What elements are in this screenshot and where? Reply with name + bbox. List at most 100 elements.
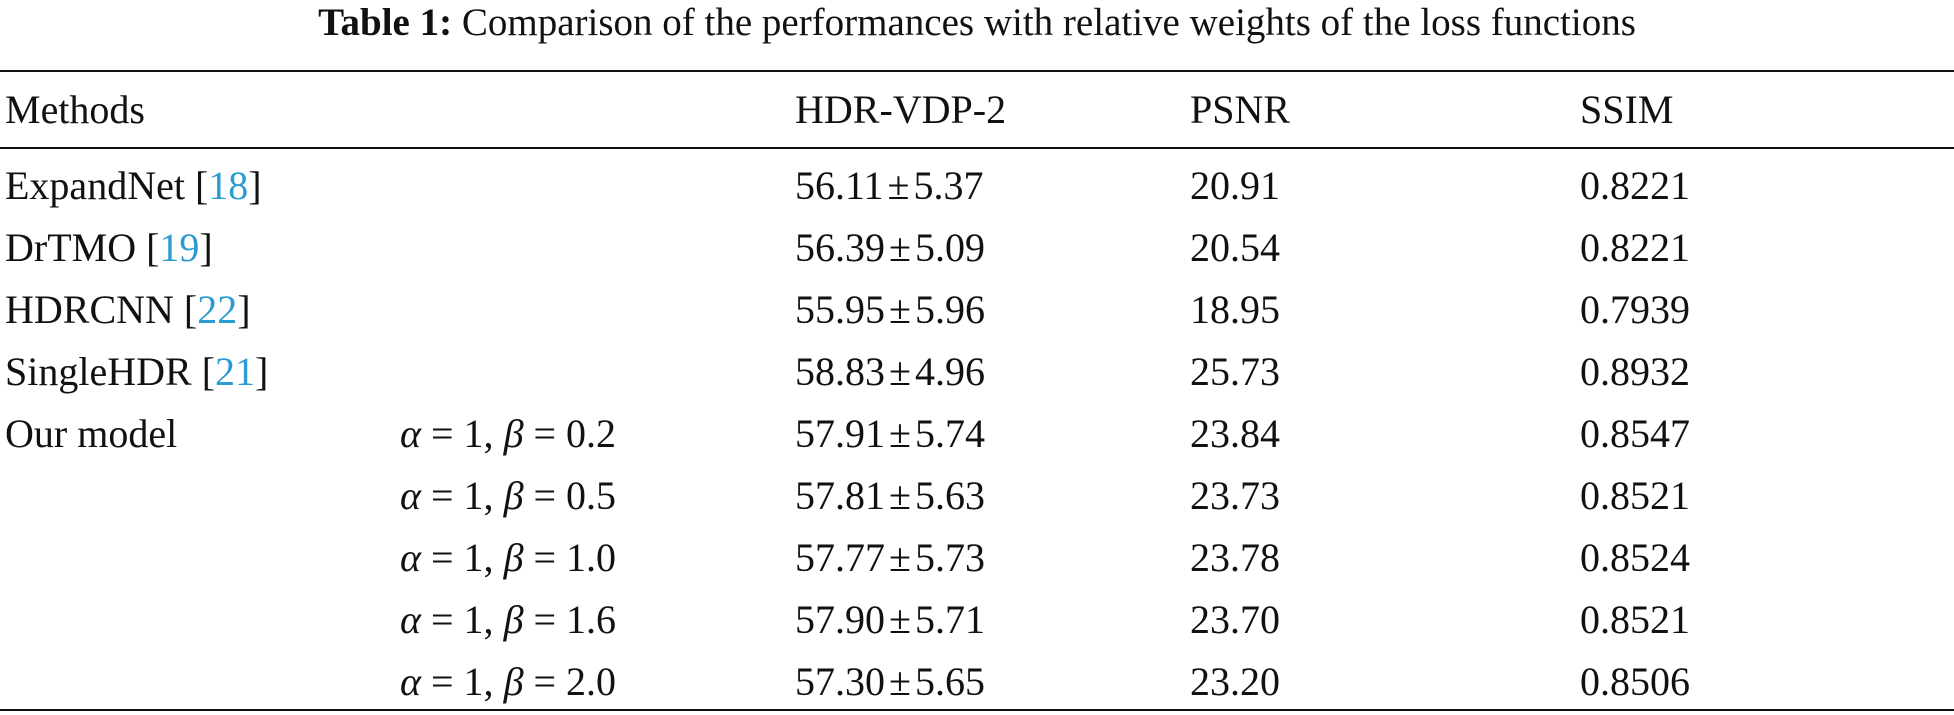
table-row: α = 1, β = 1.6 57.90 ±5.71 23.70 0.8521: [0, 588, 1954, 650]
equals-sign: =: [523, 534, 567, 580]
hdr-mean: 56.11: [795, 162, 884, 208]
table-header-rule: [0, 147, 1954, 149]
citation-bracket: [: [201, 348, 216, 394]
plus-minus: ±: [889, 286, 911, 332]
hdr-mean: 57.90: [795, 596, 885, 642]
header-psnr: PSNR: [1190, 87, 1291, 132]
params-cell: [395, 278, 790, 340]
method-cell: [0, 650, 395, 712]
equals-sign: =: [523, 472, 567, 518]
alpha-value: = 1,: [421, 534, 504, 580]
ssim-cell: 0.8221: [1580, 162, 1690, 208]
beta-symbol: β: [503, 658, 524, 704]
results-table: Methods HDR-VDP-2 PSNR SSIM ExpandNet [1…: [0, 72, 1954, 712]
ssim-cell: 0.8521: [1580, 596, 1690, 642]
citation-link[interactable]: 21: [215, 348, 256, 394]
method-name: HDRCNN: [5, 286, 174, 332]
table-top-rule: [0, 70, 1954, 72]
ssim-cell: 0.8521: [1580, 472, 1690, 518]
table-row: α = 1, β = 0.5 57.81 ±5.63 23.73 0.8521: [0, 464, 1954, 526]
method-name: SingleHDR: [5, 348, 192, 394]
equals-sign: =: [523, 658, 567, 704]
beta-value: 2.0: [566, 658, 617, 704]
method-cell: SingleHDR [21]: [0, 340, 395, 402]
plus-minus: ±: [887, 162, 910, 208]
citation-link[interactable]: 19: [159, 224, 200, 270]
header-params: [395, 72, 790, 147]
method-cell: [0, 464, 395, 526]
hdr-mean: 57.81: [795, 472, 885, 518]
hdr-std: 4.96: [914, 348, 985, 394]
hdr-std: 5.09: [914, 224, 985, 270]
hdr-vdp-cell: 57.30 ±5.65: [790, 650, 1185, 712]
beta-value: 0.2: [566, 410, 617, 456]
hdr-mean: 58.83: [795, 348, 885, 394]
citation-bracket: ]: [199, 224, 213, 270]
beta-value: 1.0: [566, 534, 617, 580]
ssim-cell: 0.8221: [1580, 224, 1690, 270]
method-name: DrTMO: [5, 224, 137, 270]
params-cell: α = 1, β = 0.2: [395, 402, 790, 464]
plus-minus: ±: [889, 410, 911, 456]
hdr-vdp-cell: 57.91 ±5.74: [790, 402, 1185, 464]
plus-minus: ±: [889, 534, 911, 580]
psnr-cell: 23.84: [1190, 410, 1280, 456]
beta-symbol: β: [503, 410, 524, 456]
citation-bracket: ]: [237, 286, 251, 332]
hdr-vdp-cell: 57.90 ±5.71: [790, 588, 1185, 650]
hdr-vdp-cell: 55.95 ±5.96: [790, 278, 1185, 340]
hdr-vdp-cell: 57.81 ±5.63: [790, 464, 1185, 526]
alpha-value: = 1,: [421, 410, 504, 456]
citation-link[interactable]: 18: [208, 162, 249, 208]
table-bottom-rule: [0, 709, 1954, 711]
params-cell: α = 1, β = 1.6: [395, 588, 790, 650]
hdr-vdp-cell: 56.11 ±5.37: [790, 147, 1185, 216]
psnr-cell: 18.95: [1190, 286, 1280, 332]
citation-link[interactable]: 22: [197, 286, 238, 332]
method-cell: [0, 526, 395, 588]
alpha-symbol: α: [400, 410, 421, 456]
hdr-mean: 57.91: [795, 410, 885, 456]
plus-minus: ±: [889, 472, 911, 518]
plus-minus: ±: [889, 348, 911, 394]
equals-sign: =: [523, 410, 567, 456]
method-cell: Our model: [0, 402, 395, 464]
table-row: SingleHDR [21] 58.83 ±4.96 25.73 0.8932: [0, 340, 1954, 402]
psnr-cell: 25.73: [1190, 348, 1280, 394]
citation-bracket: ]: [255, 348, 269, 394]
table-row: ExpandNet [18] 56.11 ±5.37 20.91 0.8221: [0, 147, 1954, 216]
caption-label: Table 1:: [318, 1, 453, 44]
alpha-value: = 1,: [421, 658, 504, 704]
alpha-symbol: α: [400, 534, 421, 580]
citation-bracket: [: [146, 224, 160, 270]
table-header-row: Methods HDR-VDP-2 PSNR SSIM: [0, 72, 1954, 147]
method-cell: DrTMO [19]: [0, 216, 395, 278]
method-cell: [0, 588, 395, 650]
table-row: DrTMO [19] 56.39 ±5.09 20.54 0.8221: [0, 216, 1954, 278]
alpha-value: = 1,: [421, 596, 504, 642]
hdr-std: 5.65: [914, 658, 985, 704]
alpha-symbol: α: [400, 596, 421, 642]
hdr-mean: 57.77: [795, 534, 885, 580]
header-hdr-vdp: HDR-VDP-2: [795, 87, 1007, 132]
ssim-cell: 0.7939: [1580, 286, 1690, 332]
psnr-cell: 23.73: [1190, 472, 1280, 518]
hdr-mean: 56.39: [795, 224, 885, 270]
table-row: Our model α = 1, β = 0.2 57.91 ±5.74 23.8…: [0, 402, 1954, 464]
params-cell: α = 1, β = 0.5: [395, 464, 790, 526]
table-row: α = 1, β = 1.0 57.77 ±5.73 23.78 0.8524: [0, 526, 1954, 588]
table-row: HDRCNN [22] 55.95 ±5.96 18.95 0.7939: [0, 278, 1954, 340]
hdr-vdp-cell: 57.77 ±5.73: [790, 526, 1185, 588]
table-row: α = 1, β = 2.0 57.30 ±5.65 23.20 0.8506: [0, 650, 1954, 712]
hdr-std: 5.73: [914, 534, 985, 580]
psnr-cell: 23.20: [1190, 658, 1280, 704]
alpha-symbol: α: [400, 658, 421, 704]
plus-minus: ±: [889, 658, 911, 704]
caption-text: Comparison of the performances with rela…: [461, 1, 1636, 44]
plus-minus: ±: [889, 224, 911, 270]
psnr-cell: 20.91: [1190, 162, 1280, 208]
citation-bracket: ]: [248, 162, 262, 208]
hdr-std: 5.96: [914, 286, 985, 332]
header-methods: Methods: [5, 87, 145, 132]
hdr-std: 5.37: [913, 162, 984, 208]
